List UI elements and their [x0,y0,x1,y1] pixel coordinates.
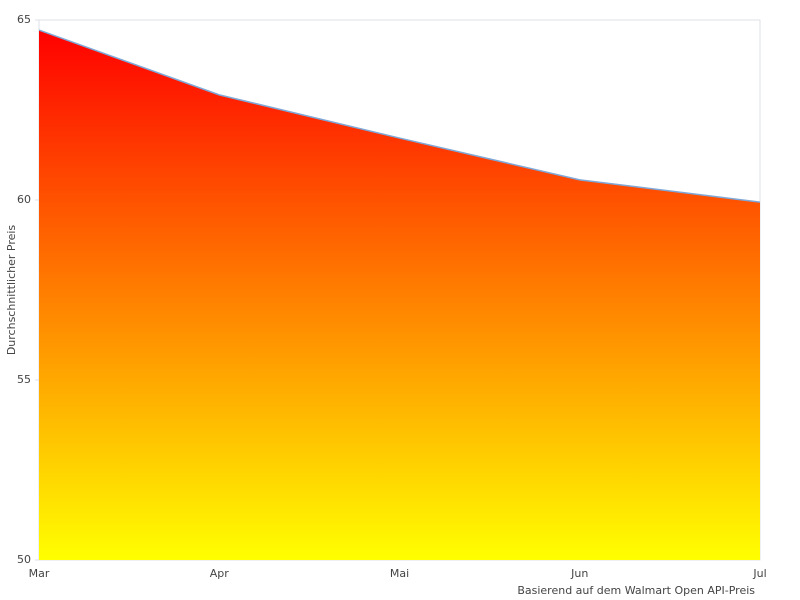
y-tick-label: 55 [17,373,31,386]
x-tick-label: Mar [29,567,50,580]
line [38,29,761,203]
y-tick-label: 50 [17,553,31,566]
x-tick-label: Jul [752,567,766,580]
y-tick-label: 65 [17,13,31,26]
x-axis-note: Basierend auf dem Walmart Open API-Preis [517,584,755,597]
x-tick-label: Mai [390,567,409,580]
y-tick-label: 60 [17,193,31,206]
area [39,30,760,560]
y-axis-label: Durchschnittlicher Preis [5,225,18,356]
x-tick-label: Jun [570,567,588,580]
x-tick-label: Apr [210,567,230,580]
